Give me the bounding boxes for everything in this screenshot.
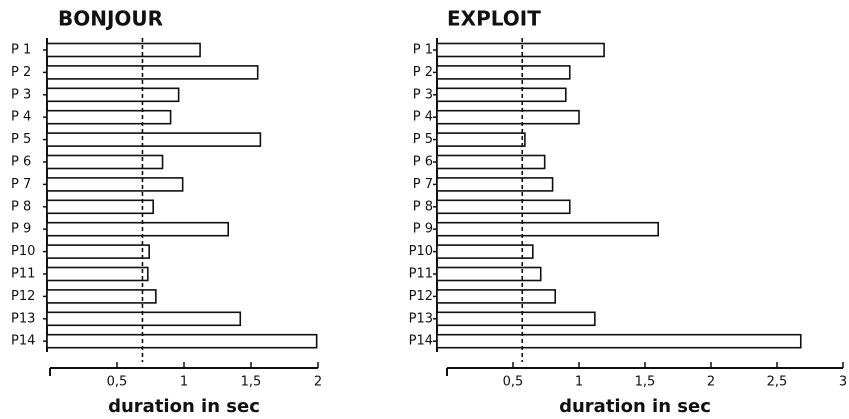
category-label: P 5 [11, 132, 31, 147]
bar [436, 42, 605, 58]
category-label: P 4 [413, 110, 433, 125]
x-tick-label: 3 [839, 375, 847, 390]
bar [436, 132, 526, 147]
category-label: P 8 [413, 199, 433, 214]
bar [46, 42, 201, 58]
category-label: P 5 [413, 132, 433, 147]
bar [46, 132, 262, 147]
bar [436, 199, 571, 215]
bar [46, 109, 172, 125]
category-label: P 6 [413, 155, 433, 170]
x-tick-label: 0,5 [503, 375, 524, 390]
x-tick-label: 2 [707, 375, 715, 390]
x-tick-label: 1 [575, 375, 583, 390]
bar [436, 333, 802, 349]
bar [436, 154, 546, 170]
bar [436, 244, 534, 259]
category-label: P 9 [413, 222, 433, 237]
category-label: P12 [409, 289, 433, 304]
category-label: P 1 [11, 43, 31, 58]
category-label: P 4 [11, 110, 31, 125]
bar [436, 289, 557, 304]
category-label: P12 [11, 289, 35, 304]
category-label: P 6 [11, 155, 31, 170]
category-label: P 3 [11, 87, 31, 102]
bar [436, 177, 554, 192]
category-label: P 7 [11, 177, 31, 192]
category-label: P10 [11, 244, 35, 259]
x-tick-label: 2,5 [767, 375, 788, 390]
category-label: P 9 [11, 222, 31, 237]
x-tick-label: 1,5 [635, 375, 656, 390]
category-label: P13 [11, 311, 35, 326]
bar [436, 266, 542, 282]
bar [46, 154, 164, 170]
category-label: P 7 [413, 177, 433, 192]
chart-title: EXPLOIT [447, 7, 541, 31]
bar [46, 177, 184, 192]
bar [46, 199, 154, 215]
bar [436, 65, 571, 80]
bar [46, 221, 230, 237]
category-label: P 2 [11, 65, 31, 80]
category-label: P11 [11, 267, 35, 282]
category-label: P 1 [413, 43, 433, 58]
chart-title: BONJOUR [58, 7, 163, 31]
x-axis-label: duration in sec [108, 396, 260, 417]
bar [46, 311, 242, 327]
category-label: P 3 [413, 87, 433, 102]
category-label: P14 [409, 334, 433, 349]
category-label: P 2 [413, 65, 433, 80]
category-label: P13 [409, 311, 433, 326]
x-tick-label: 2 [314, 375, 322, 390]
bar [436, 221, 659, 237]
category-label: P 8 [11, 199, 31, 214]
bar [46, 87, 180, 103]
x-tick-label: 1,5 [241, 375, 262, 390]
category-label: P10 [409, 244, 433, 259]
bar [436, 109, 580, 125]
bar [46, 65, 259, 80]
category-label: P11 [409, 267, 433, 282]
category-label: P14 [11, 334, 35, 349]
bar [436, 87, 567, 103]
bar [46, 333, 318, 349]
bar [46, 289, 157, 304]
bar [46, 244, 150, 259]
bar [46, 266, 149, 282]
x-axis-label: duration in sec [559, 396, 711, 417]
bar [436, 311, 596, 327]
x-tick-label: 1 [180, 375, 188, 390]
x-tick-label: 0,5 [107, 375, 128, 390]
